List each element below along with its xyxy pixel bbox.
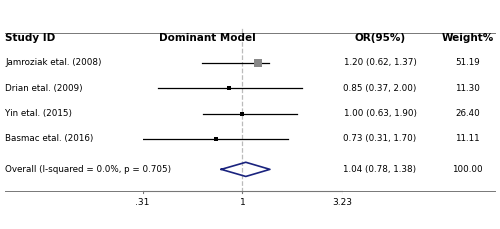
Text: Yin etal. (2015): Yin etal. (2015) bbox=[5, 109, 72, 118]
Text: 100.00: 100.00 bbox=[452, 165, 483, 174]
Text: Dominant Model: Dominant Model bbox=[159, 33, 256, 43]
Text: 51.19: 51.19 bbox=[455, 58, 480, 68]
Text: OR(95%): OR(95%) bbox=[354, 33, 406, 43]
Text: Jamroziak etal. (2008): Jamroziak etal. (2008) bbox=[5, 58, 102, 68]
Text: 0.85 (0.37, 2.00): 0.85 (0.37, 2.00) bbox=[344, 84, 416, 93]
Text: 11.30: 11.30 bbox=[455, 84, 480, 93]
Text: Drian etal. (2009): Drian etal. (2009) bbox=[5, 84, 82, 93]
Text: 1.00 (0.63, 1.90): 1.00 (0.63, 1.90) bbox=[344, 109, 416, 118]
Text: .31: .31 bbox=[136, 199, 149, 207]
Text: 0.73 (0.31, 1.70): 0.73 (0.31, 1.70) bbox=[344, 134, 416, 143]
Text: 1: 1 bbox=[240, 199, 246, 207]
Text: 3.23: 3.23 bbox=[332, 199, 352, 207]
Text: Overall (I-squared = 0.0%, p = 0.705): Overall (I-squared = 0.0%, p = 0.705) bbox=[5, 165, 171, 174]
Text: 1.20 (0.62, 1.37): 1.20 (0.62, 1.37) bbox=[344, 58, 416, 68]
Text: 1.04 (0.78, 1.38): 1.04 (0.78, 1.38) bbox=[344, 165, 416, 174]
Text: Weight%: Weight% bbox=[442, 33, 494, 43]
Text: Study ID: Study ID bbox=[5, 33, 55, 43]
Text: 11.11: 11.11 bbox=[455, 134, 480, 143]
Text: Basmac etal. (2016): Basmac etal. (2016) bbox=[5, 134, 94, 143]
Text: 26.40: 26.40 bbox=[455, 109, 480, 118]
